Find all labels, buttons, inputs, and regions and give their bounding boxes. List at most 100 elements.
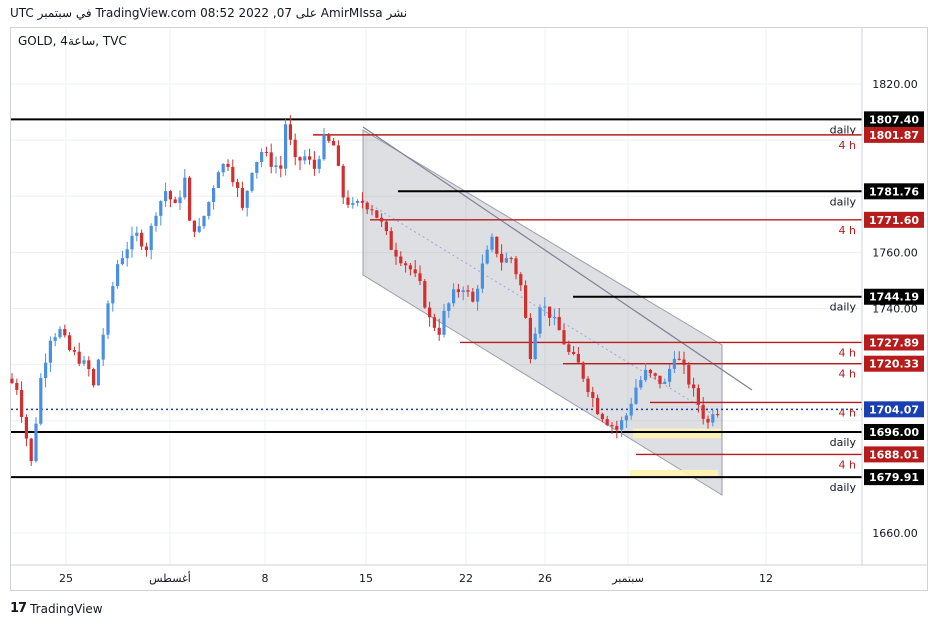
candle	[677, 351, 681, 361]
candle-body	[336, 145, 340, 166]
candle-body	[423, 281, 427, 308]
candle-body	[471, 291, 475, 302]
candle	[389, 227, 393, 251]
candle-body	[672, 358, 676, 369]
candle	[624, 413, 628, 428]
candle	[144, 242, 148, 257]
time-axis-label: 8	[262, 572, 269, 585]
candle	[192, 220, 196, 238]
candle-body	[500, 253, 504, 263]
candle	[586, 376, 590, 397]
candle	[375, 210, 379, 219]
candle-body	[154, 215, 158, 226]
candle-body	[255, 161, 259, 173]
channel-trendline	[362, 126, 753, 391]
candle-body	[682, 359, 686, 366]
level-tag: daily	[830, 436, 857, 449]
candle	[428, 301, 432, 327]
candle-body	[629, 403, 633, 416]
level-price-label-bg	[864, 111, 924, 128]
candle-body	[370, 209, 374, 211]
candle-body	[44, 362, 48, 378]
candle-body	[48, 340, 52, 363]
level-price-label: 1688.01	[869, 448, 919, 461]
candle-body	[140, 232, 144, 247]
candle-body	[116, 264, 120, 287]
candle	[380, 213, 384, 228]
candle-body	[480, 263, 484, 289]
current-price-label: 1704.07	[869, 403, 919, 416]
candle	[197, 217, 201, 234]
level-price-label-bg	[864, 334, 924, 351]
candle-body	[269, 152, 273, 167]
candle	[591, 386, 595, 408]
candle	[495, 236, 499, 258]
candle-body	[164, 191, 168, 202]
candle	[125, 241, 129, 267]
level-price-label: 1807.40	[869, 113, 919, 126]
candle-body	[293, 139, 297, 158]
candle-body	[384, 221, 388, 232]
level-tag: 4 h	[839, 458, 856, 471]
candle-body	[279, 165, 283, 169]
candle	[668, 364, 672, 388]
candle-body	[701, 404, 705, 419]
price-axis-label: 1820.00	[872, 78, 918, 91]
candle-body	[221, 163, 225, 173]
chart-frame	[10, 27, 928, 591]
level-price-label-bg	[864, 126, 924, 143]
candle-body	[476, 288, 480, 302]
candle-body	[533, 333, 537, 360]
candle-body	[610, 425, 614, 427]
candle	[240, 181, 244, 211]
candle-body	[437, 327, 441, 335]
candle-body	[308, 156, 312, 160]
candle	[308, 148, 312, 165]
candle-body	[677, 358, 681, 360]
candle	[207, 201, 211, 220]
level-price-label: 1781.76	[869, 185, 919, 198]
candle-body	[178, 197, 182, 204]
time-axis-label: 12	[759, 572, 773, 585]
candle-body	[514, 258, 518, 275]
demand-zone	[633, 428, 721, 439]
descending-channel	[362, 129, 723, 496]
candle	[490, 233, 494, 253]
candle	[317, 155, 321, 174]
candle	[58, 326, 62, 339]
channel-midline	[362, 199, 723, 421]
candle-body	[375, 210, 379, 218]
price-axis-label: 1740.00	[872, 303, 918, 316]
candle-body	[461, 290, 465, 293]
candle-body	[63, 329, 67, 336]
level-tag: daily	[830, 195, 857, 208]
candle	[480, 254, 484, 294]
candle-body	[600, 414, 604, 420]
candle	[620, 416, 624, 437]
level-tag: 4 h	[839, 139, 856, 152]
candle-body	[20, 389, 24, 418]
demand-zone	[630, 469, 718, 478]
candle	[692, 377, 696, 397]
candle-body	[394, 249, 398, 257]
level-price-label: 1771.60	[869, 214, 919, 227]
candle-body	[648, 369, 652, 374]
candle-body	[356, 200, 360, 203]
candle	[231, 159, 235, 187]
candle-body	[605, 419, 609, 426]
candle-body	[408, 265, 412, 270]
candle	[87, 356, 91, 377]
candle-body	[192, 220, 196, 232]
candle-body	[581, 362, 585, 379]
candle-body	[29, 438, 33, 462]
candle-body	[10, 378, 14, 383]
candle	[476, 284, 480, 311]
candle	[346, 190, 350, 208]
candle	[711, 409, 715, 427]
candle-body	[212, 188, 216, 202]
candle	[533, 327, 537, 360]
candle-body	[562, 330, 566, 345]
candle	[557, 308, 561, 331]
candle-body	[120, 258, 124, 265]
